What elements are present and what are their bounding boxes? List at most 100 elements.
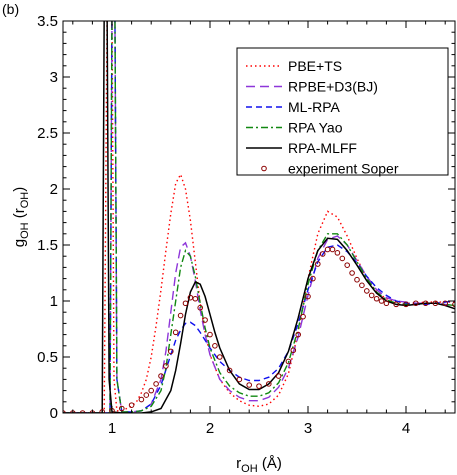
legend-swatch: [261, 165, 267, 172]
series-rpa-yao: [63, 21, 455, 413]
x-tick-label: 1: [108, 420, 116, 437]
data-point: [452, 301, 455, 308]
legend-item-rpbe-d3-bj: RPBE+D3(BJ): [246, 79, 378, 95]
y-axis-label-arg-sub: OH: [19, 192, 31, 209]
y-axis-label-main: g: [11, 239, 28, 247]
data-point: [266, 381, 272, 387]
data-point: [143, 392, 150, 398]
data-point: [246, 382, 252, 388]
y-tick-label: 3: [50, 69, 58, 86]
legend-item-ml-rpa: ML-RPA: [246, 99, 341, 115]
y-axis-label-arg: (r: [11, 208, 28, 222]
series-line: [63, 21, 455, 413]
data-point: [172, 329, 179, 336]
panel-label: (b): [2, 1, 20, 17]
data-point: [354, 276, 360, 283]
legend: PBE+TS RPBE+D3(BJ) ML-RPA RPA Yao RPA-MLFF ex…: [236, 47, 449, 177]
data-point: [217, 354, 223, 360]
legend-label: RPA Yao: [288, 120, 343, 136]
legend-label: experiment Soper: [288, 161, 399, 177]
data-point: [324, 246, 331, 253]
legend-item-experiment-soper: experiment Soper: [261, 161, 399, 177]
data-point: [79, 410, 86, 413]
data-point: [295, 331, 302, 338]
data-point: [319, 251, 326, 257]
data-point: [359, 282, 365, 289]
series-line: [63, 21, 455, 413]
data-point: [128, 402, 135, 408]
y-tick-label: 2.5: [37, 125, 58, 142]
x-tick-label: 4: [402, 420, 410, 437]
y-axis-label-sub: OH: [19, 222, 31, 239]
data-point: [148, 387, 154, 394]
data-point: [285, 358, 292, 365]
y-tick-label: 0.5: [37, 349, 58, 366]
data-point: [368, 292, 375, 299]
y-tick-label: 3.5: [37, 13, 58, 30]
legend-label: RPBE+D3(BJ): [288, 79, 378, 95]
y-tick-label: 1.5: [37, 237, 58, 254]
data-point: [202, 317, 208, 323]
data-point: [163, 363, 169, 369]
data-point: [138, 396, 145, 403]
data-point: [403, 301, 409, 308]
data-point: [373, 295, 380, 302]
data-point: [182, 300, 189, 307]
x-axis-label-main: r: [236, 455, 241, 472]
legend-item-rpa-mlff: RPA-MLFF: [246, 140, 357, 156]
data-point: [192, 295, 199, 302]
series-rpa-mlff: [63, 21, 455, 413]
legend-label: ML-RPA: [288, 99, 341, 115]
y-tick-label: 1: [50, 293, 58, 310]
data-point: [256, 383, 262, 389]
data-point: [344, 262, 351, 268]
x-axis-label-sub: OH: [241, 463, 258, 475]
data-point: [236, 376, 243, 383]
data-point: [158, 373, 164, 379]
x-tick-label: 3: [304, 420, 312, 437]
series-line: [63, 21, 455, 413]
data-point: [168, 348, 174, 355]
y-axis-label-close: ): [11, 187, 28, 192]
legend-frame: [236, 47, 449, 176]
x-axis-label: rOH (Å): [236, 455, 282, 475]
legend-item-pbe-ts: PBE+TS: [246, 58, 342, 74]
data-point: [349, 270, 355, 276]
data-point: [393, 301, 400, 308]
data-point: [329, 246, 336, 253]
ticks-layer: 1 2 3 4 0 0.5 1 1.5 2 2.5 3 3.5: [37, 13, 455, 437]
data-point: [300, 313, 306, 320]
data-point: [187, 294, 194, 301]
data-point: [197, 304, 203, 311]
data-point: [305, 293, 311, 300]
data-point: [290, 347, 297, 354]
data-point: [339, 255, 346, 262]
data-point: [315, 261, 321, 267]
data-point: [310, 275, 316, 282]
y-tick-label: 2: [50, 181, 58, 198]
data-point: [383, 300, 390, 307]
data-point: [99, 409, 105, 413]
data-point: [432, 300, 439, 307]
y-tick-label: 0: [50, 405, 58, 422]
plot-frame: [62, 20, 456, 414]
data-point: [119, 405, 125, 412]
data-point: [226, 367, 233, 374]
legend-label: RPA-MLFF: [288, 140, 357, 156]
data-point: [442, 300, 449, 307]
legend-label: PBE+TS: [288, 58, 342, 74]
series-rpbe-d3-bj: [63, 21, 455, 413]
data-point: [378, 298, 385, 304]
y-axis-label: gOH (rOH): [11, 187, 31, 248]
data-point: [413, 300, 419, 307]
data-point: [207, 331, 213, 338]
x-axis-label-unit: (Å): [258, 455, 282, 472]
data-point: [153, 381, 159, 387]
data-point: [275, 373, 282, 379]
data-point: [177, 312, 184, 319]
data-point: [212, 343, 218, 349]
data-point: [334, 250, 341, 256]
data-point: [364, 288, 370, 294]
x-tick-label: 2: [206, 420, 214, 437]
